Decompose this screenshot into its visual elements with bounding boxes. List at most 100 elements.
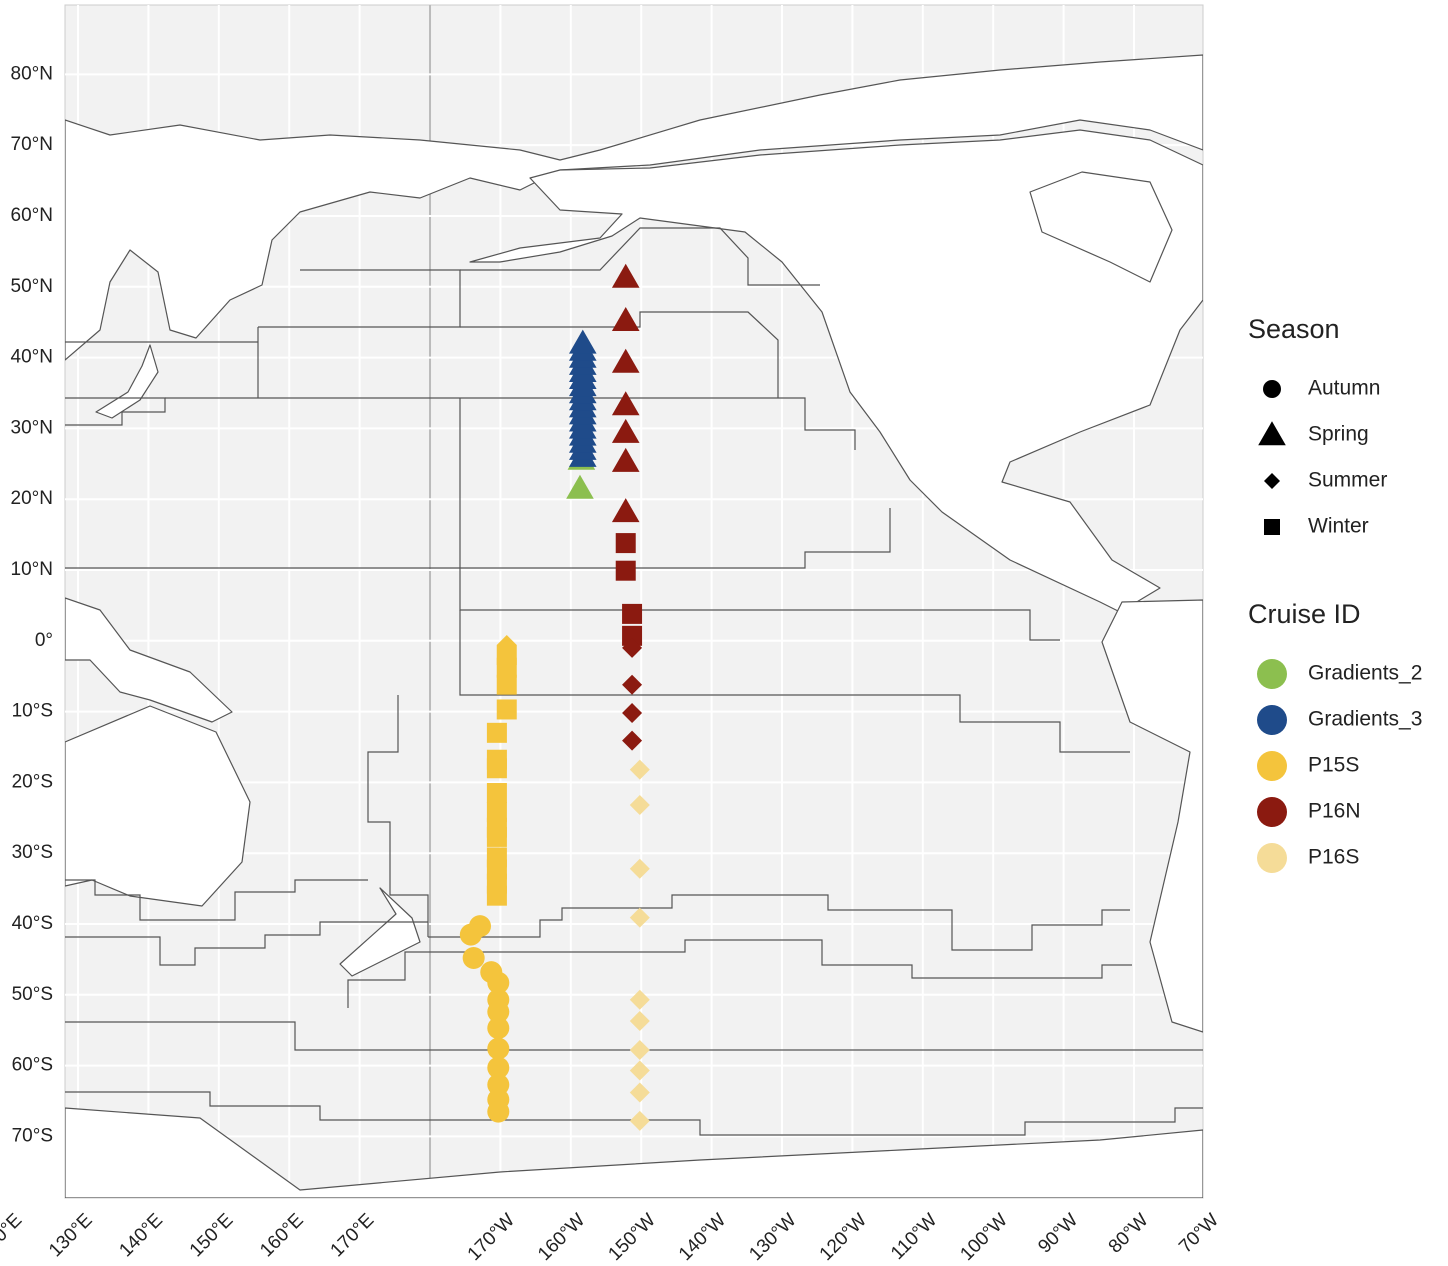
y-tick-label: 30°N: [11, 417, 53, 438]
sample-point: [611, 348, 640, 373]
sample-point: [629, 1110, 650, 1131]
sample-point: [496, 657, 517, 678]
new-zealand: [339, 887, 421, 977]
sample-point: [486, 783, 507, 804]
arctic-land: [65, 54, 1203, 361]
x-tick-label: 150°E: [186, 1210, 238, 1262]
y-tick-label: 20°N: [11, 488, 53, 509]
sample-point: [629, 1040, 650, 1061]
sample-point: [622, 674, 643, 695]
province-boundary: [65, 508, 891, 569]
japan: [95, 344, 159, 419]
legend-label: Winter: [1308, 515, 1369, 538]
x-tick-label: 160°W: [534, 1210, 589, 1265]
sample-point: [487, 1100, 510, 1123]
sample-point: [629, 907, 650, 928]
y-tick-label: 70°N: [11, 134, 53, 155]
legend-label: P16N: [1308, 800, 1361, 823]
legend-label: P15S: [1308, 754, 1359, 777]
y-tick-label: 70°S: [12, 1125, 53, 1146]
province-boundary: [428, 894, 1130, 951]
x-tick-label: 110°W: [887, 1210, 941, 1264]
province-boundary: [459, 610, 1130, 753]
landmasses: [65, 54, 1203, 1198]
sample-point: [611, 391, 640, 416]
sample-point: [487, 1056, 510, 1079]
x-tick-label: 130°E: [45, 1210, 97, 1262]
x-tick-label: 150°W: [604, 1210, 659, 1265]
greenland: [1029, 171, 1173, 283]
legend-key: [1257, 797, 1287, 827]
province-boundary: [65, 879, 368, 921]
x-tick-label: 120°E: [0, 1210, 26, 1262]
sample-point: [629, 858, 650, 879]
province-boundary: [65, 397, 166, 426]
sample-point: [622, 637, 643, 658]
legend-label: Summer: [1308, 469, 1387, 492]
sample-point: [566, 474, 594, 499]
legend-key: [1257, 843, 1287, 873]
sample-point: [486, 826, 507, 847]
y-tick-label: 60°S: [12, 1055, 53, 1076]
sample-point: [629, 1060, 650, 1081]
y-tick-label: 20°S: [12, 771, 53, 792]
y-tick-label: 0°: [35, 630, 53, 651]
y-tick-label: 50°N: [11, 276, 53, 297]
sample-point: [487, 971, 510, 994]
north-america: [469, 129, 1203, 613]
sample-point: [487, 1017, 510, 1040]
maritime-asia: [65, 597, 233, 723]
y-tick-label: 60°N: [11, 205, 53, 226]
sample-point: [459, 923, 482, 946]
province-boundary: [65, 1021, 1203, 1051]
x-tick-label: 140°E: [115, 1210, 167, 1262]
sample-point: [486, 722, 507, 743]
legend-key: [1264, 519, 1280, 535]
province-boundary: [367, 695, 429, 937]
sample-point: [629, 1010, 650, 1031]
legend-key: [1258, 421, 1286, 446]
sample-point: [462, 946, 485, 969]
sample-point: [611, 418, 640, 443]
legend-key: [1264, 473, 1280, 489]
x-tick-label: 140°W: [675, 1210, 730, 1265]
province-boundary: [65, 921, 428, 966]
sample-point: [615, 533, 636, 554]
province-boundaries: [65, 227, 1203, 1136]
legend-key: [1257, 659, 1287, 689]
sample-point: [611, 447, 640, 472]
sample-point: [568, 329, 597, 354]
sample-point: [611, 306, 640, 331]
y-tick-label: 30°S: [12, 842, 53, 863]
sample-point: [486, 885, 507, 906]
y-tick-label: 40°N: [11, 347, 53, 368]
x-tick-label: 100°W: [956, 1210, 1011, 1265]
legend-label: Gradients_2: [1308, 662, 1422, 685]
x-tick-label: 80°W: [1105, 1210, 1153, 1258]
data-points: [459, 263, 650, 1131]
x-tick-label: 130°W: [745, 1210, 800, 1265]
x-tick-label: 90°W: [1034, 1210, 1082, 1258]
sample-point: [615, 560, 636, 581]
legend-key: [1263, 380, 1281, 398]
australia: [65, 705, 251, 907]
x-tick-label: 120°W: [816, 1210, 871, 1265]
sample-point: [611, 263, 640, 288]
sample-point: [629, 1082, 650, 1103]
sample-point: [486, 758, 507, 779]
province-boundary: [459, 398, 1060, 641]
x-tick-label: 170°E: [327, 1210, 379, 1262]
sample-point: [496, 674, 517, 695]
antarctica: [65, 1107, 1203, 1198]
legend-key: [1257, 751, 1287, 781]
legend-label: Gradients_3: [1308, 708, 1422, 731]
legend-label: P16S: [1308, 846, 1359, 869]
legend-label: Spring: [1308, 423, 1369, 446]
sample-point: [622, 603, 643, 624]
south-america: [1101, 599, 1203, 1033]
season-legend-title: Season: [1248, 314, 1340, 344]
y-tick-label: 80°N: [11, 63, 53, 84]
sample-point: [487, 1000, 510, 1023]
legend-key: [1257, 705, 1287, 735]
